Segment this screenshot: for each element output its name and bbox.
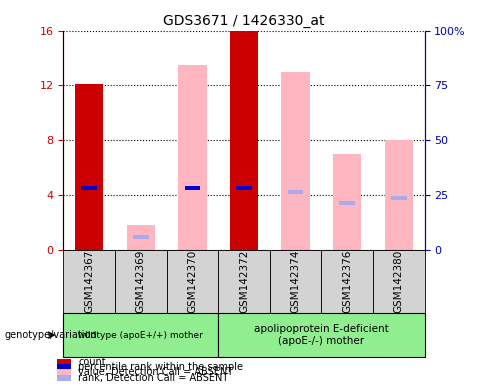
Bar [385,140,413,250]
Bar [133,235,149,239]
Text: GSM142372: GSM142372 [239,250,249,313]
Bar [230,31,258,250]
Text: percentile rank within the sample: percentile rank within the sample [79,362,244,372]
Text: GSM142380: GSM142380 [394,250,404,313]
Bar [391,196,407,200]
Bar [288,190,304,194]
Title: GDS3671 / 1426330_at: GDS3671 / 1426330_at [163,14,325,28]
Bar [58,375,71,381]
Bar [270,250,322,313]
Bar [63,313,218,357]
Bar [58,364,71,370]
Bar [127,225,155,250]
Bar [58,369,71,376]
Text: GSM142369: GSM142369 [136,250,146,313]
Bar [218,250,270,313]
Bar [322,250,373,313]
Bar [184,186,200,190]
Bar [339,201,355,205]
Bar [373,250,425,313]
Text: wildtype (apoE+/+) mother: wildtype (apoE+/+) mother [79,331,203,339]
Text: apolipoprotein E-deficient
(apoE-/-) mother: apolipoprotein E-deficient (apoE-/-) mot… [254,324,389,346]
Bar [282,72,310,250]
Bar [58,359,71,365]
Bar [75,84,103,250]
Text: GSM142374: GSM142374 [290,250,301,313]
Bar [184,186,200,190]
Text: rank, Detection Call = ABSENT: rank, Detection Call = ABSENT [79,372,229,382]
Bar [236,186,252,190]
Bar [333,154,362,250]
Text: GSM142367: GSM142367 [84,250,94,313]
Bar [218,313,425,357]
Text: GSM142370: GSM142370 [187,250,198,313]
Bar [81,186,97,190]
Bar [63,250,115,313]
Bar [166,250,218,313]
Text: value, Detection Call = ABSENT: value, Detection Call = ABSENT [79,367,234,377]
Text: GSM142376: GSM142376 [342,250,352,313]
Bar [178,65,206,250]
Text: count: count [79,357,106,367]
Bar [115,250,166,313]
Text: genotype/variation: genotype/variation [5,330,98,340]
